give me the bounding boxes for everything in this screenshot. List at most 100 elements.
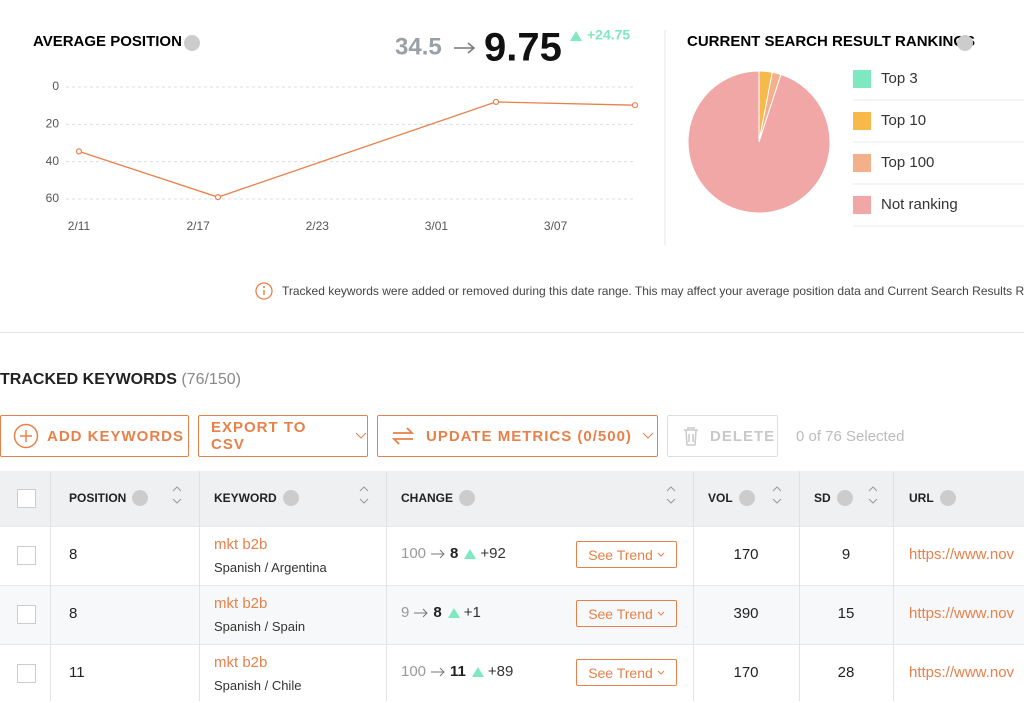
see-trend-button[interactable]: See Trend	[576, 600, 677, 627]
sort-icon	[666, 486, 676, 504]
sort-icon	[868, 486, 878, 504]
info-icon	[255, 282, 273, 300]
section-title: TRACKED KEYWORDS (76/150)	[0, 371, 241, 389]
header-label: URL	[909, 491, 934, 505]
up-triangle	[570, 31, 582, 41]
point	[631, 102, 639, 109]
vol: 390	[733, 605, 759, 622]
see-trend-button[interactable]: See Trend	[576, 541, 677, 568]
keyword[interactable]: mkt b2b	[214, 536, 268, 553]
line	[78, 101, 636, 198]
chevron	[657, 611, 665, 616]
help-icon[interactable]	[184, 35, 200, 51]
pie-title: CURRENT SEARCH RESULT RANKINGS	[687, 33, 975, 50]
checkbox[interactable]	[17, 546, 36, 565]
legend-label: Top 100	[881, 154, 934, 171]
up-triangle	[471, 666, 484, 677]
x-tick-label: 2/17	[186, 219, 210, 233]
url[interactable]: https://www.nov	[909, 546, 1015, 563]
change: 9 8 +1	[401, 604, 481, 621]
change-from: 100	[401, 545, 427, 562]
point	[492, 98, 500, 106]
help-icon	[738, 490, 755, 506]
help-icon	[836, 490, 853, 506]
y-tick-label: 20	[46, 117, 60, 131]
header-label: KEYWORD	[214, 491, 277, 505]
sync-icon	[391, 427, 415, 445]
selected-count: 0 of 76 Selected	[796, 428, 905, 445]
column-divider	[799, 471, 800, 701]
sort-icon	[772, 486, 782, 504]
button-label: See Trend	[588, 664, 653, 681]
arrow	[454, 42, 476, 54]
help-icon[interactable]	[957, 35, 973, 51]
button-label: See Trend	[588, 546, 653, 563]
change-to: 8	[433, 604, 442, 621]
header-label: VOL	[708, 491, 733, 505]
help-icon	[459, 490, 476, 506]
notice: Tracked keywords were added or removed d…	[282, 284, 1024, 298]
location: Spanish / Argentina	[214, 560, 327, 575]
y-tick-label: 40	[46, 154, 60, 168]
x-tick-label: 3/07	[544, 219, 568, 233]
header-label: CHANGE	[401, 491, 454, 505]
keyword[interactable]: mkt b2b	[214, 654, 268, 671]
help-icon	[132, 490, 149, 506]
summary-from: 34.5	[395, 33, 442, 60]
header-cell: KEYWORD	[214, 490, 299, 506]
header-cell: CHANGE	[401, 490, 476, 506]
checkbox[interactable]	[17, 605, 36, 624]
chevron	[355, 432, 367, 439]
column-divider	[199, 471, 200, 701]
vol: 170	[733, 664, 759, 681]
change-delta: +92	[480, 545, 506, 562]
legend-label: Top 3	[881, 70, 918, 87]
position: 8	[69, 605, 78, 622]
change-delta: +89	[487, 663, 514, 680]
sort-icon	[172, 486, 182, 504]
summary-to: 9.75	[484, 26, 562, 70]
location: Spanish / Chile	[214, 678, 302, 693]
header-cell: POSITION	[69, 490, 149, 506]
change-delta: +1	[463, 604, 481, 621]
help-icon	[282, 490, 299, 506]
export-button[interactable]: EXPORT TO CSV	[198, 415, 368, 457]
change-from: 100	[401, 663, 427, 680]
vol: 170	[733, 546, 759, 563]
sd: 15	[837, 605, 855, 622]
column-divider	[693, 471, 694, 701]
table-header	[0, 471, 1024, 526]
help-icon	[939, 490, 956, 506]
header-label: POSITION	[69, 491, 127, 505]
change-to: 11	[450, 663, 466, 680]
sd: 28	[837, 664, 855, 681]
url[interactable]: https://www.nov	[909, 605, 1015, 622]
point	[214, 194, 222, 201]
change: 100 8 +92	[401, 545, 506, 562]
legend-swatch	[853, 112, 871, 130]
y-tick-label: 60	[46, 191, 60, 205]
point	[75, 148, 83, 155]
see-trend-button[interactable]: See Trend	[576, 659, 677, 686]
position: 11	[69, 664, 85, 681]
charts: AVERAGE POSITION 34.5 9.75 +24.75 CURREN…	[33, 26, 1024, 245]
summary-change: +24.75	[587, 27, 630, 43]
change-from: 9	[401, 604, 410, 621]
button-label: EXPORT TO CSV	[211, 419, 307, 453]
arrow	[431, 667, 445, 676]
update-metrics-button[interactable]: UPDATE METRICS (0/500)	[377, 415, 658, 457]
checkbox[interactable]	[17, 489, 36, 508]
chevron	[657, 670, 665, 675]
add-keywords-button[interactable]: ADD KEYWORDS	[0, 415, 189, 457]
header-cell: URL	[909, 490, 956, 506]
legend-swatch	[853, 70, 871, 88]
delete-button[interactable]: DELETE	[667, 415, 778, 457]
checkbox[interactable]	[17, 664, 36, 683]
url[interactable]: https://www.nov	[909, 664, 1015, 681]
button-label: DELETE	[710, 427, 776, 445]
count: (76/150)	[181, 371, 241, 388]
sd: 9	[841, 546, 851, 563]
keyword[interactable]: mkt b2b	[214, 595, 268, 612]
x-tick-label: 2/11	[68, 219, 91, 233]
